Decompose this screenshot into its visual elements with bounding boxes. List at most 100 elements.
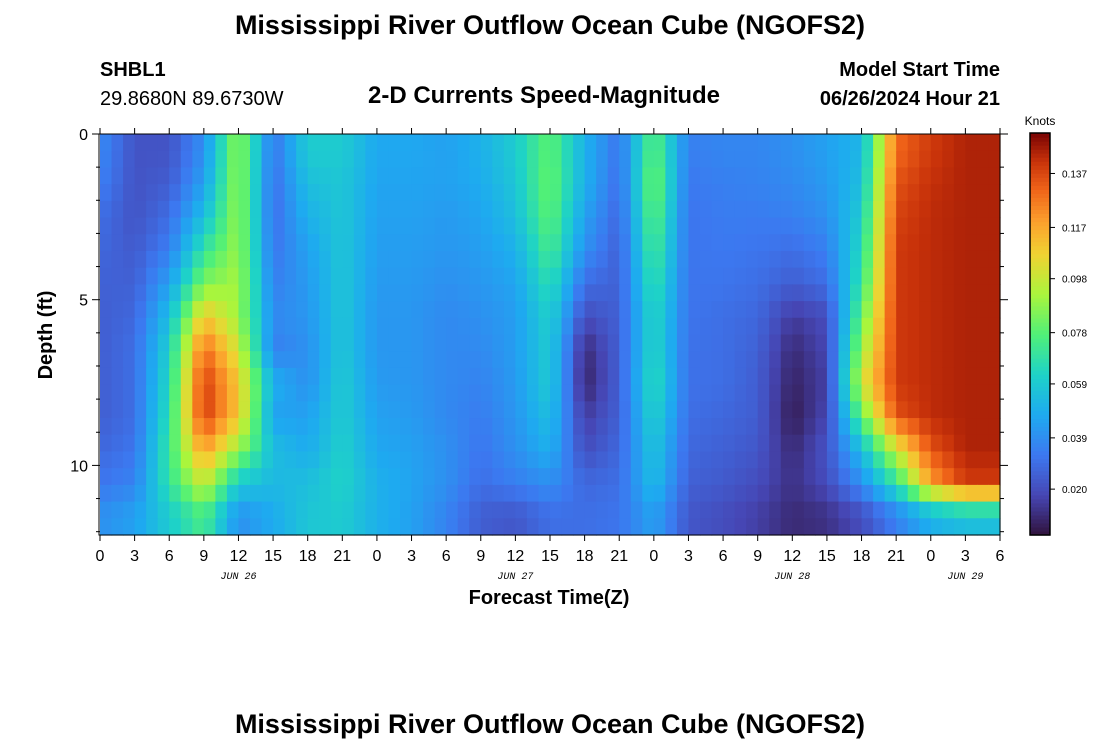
heatmap-cell xyxy=(538,234,550,251)
x-date-label: JUN 26 xyxy=(220,572,256,583)
heatmap-cell xyxy=(596,468,608,485)
heatmap-cell xyxy=(792,401,804,418)
heatmap-cell xyxy=(135,251,147,268)
heatmap-cell xyxy=(262,167,274,184)
heatmap-cell xyxy=(608,385,620,402)
heatmap-cell xyxy=(862,351,874,368)
heatmap-cell xyxy=(654,301,666,318)
heatmap-cell xyxy=(250,385,262,402)
heatmap-cell xyxy=(296,284,308,301)
heatmap-cell xyxy=(146,468,158,485)
heatmap-cell xyxy=(850,335,862,352)
heatmap-cell xyxy=(827,451,839,468)
heatmap-cell xyxy=(677,134,689,151)
heatmap-cell xyxy=(896,518,908,535)
heatmap-cell xyxy=(296,268,308,285)
heatmap-cell xyxy=(423,251,435,268)
heatmap-cell xyxy=(954,301,966,318)
heatmap-cell xyxy=(446,435,458,452)
heatmap-cell xyxy=(688,234,700,251)
heatmap-cell xyxy=(642,368,654,385)
colorbar-segment xyxy=(1030,201,1050,206)
heatmap-cell xyxy=(746,234,758,251)
heatmap-cell xyxy=(815,518,827,535)
heatmap-cell xyxy=(862,385,874,402)
heatmap-cell xyxy=(388,268,400,285)
heatmap-cell xyxy=(342,151,354,168)
heatmap-cell xyxy=(100,418,112,435)
heatmap-cell xyxy=(908,134,920,151)
colorbar-segment xyxy=(1030,406,1050,411)
heatmap-cell xyxy=(792,284,804,301)
heatmap-cell xyxy=(285,368,297,385)
heatmap-cell xyxy=(319,218,331,235)
heatmap-cell xyxy=(435,468,447,485)
heatmap-cell xyxy=(423,184,435,201)
heatmap-cell xyxy=(515,368,527,385)
colorbar-segment xyxy=(1030,234,1050,239)
heatmap-cell xyxy=(712,301,724,318)
heatmap-cell xyxy=(608,451,620,468)
heatmap-cell xyxy=(273,435,285,452)
heatmap-cell xyxy=(677,335,689,352)
heatmap-cell xyxy=(723,368,735,385)
heatmap-cell xyxy=(827,385,839,402)
heatmap-cell xyxy=(896,234,908,251)
heatmap-cell xyxy=(665,301,677,318)
heatmap-cell xyxy=(215,368,227,385)
heatmap-cell xyxy=(700,184,712,201)
heatmap-cell xyxy=(388,418,400,435)
heatmap-cell xyxy=(838,134,850,151)
heatmap-cell xyxy=(527,485,539,502)
heatmap-cell xyxy=(215,201,227,218)
heatmap-cell xyxy=(769,368,781,385)
heatmap-cell xyxy=(850,134,862,151)
heatmap-cell xyxy=(112,184,124,201)
heatmap-cell xyxy=(688,218,700,235)
x-tick-label: 0 xyxy=(96,548,105,565)
heatmap-cell xyxy=(238,468,250,485)
heatmap-cell xyxy=(735,218,747,235)
heatmap-cell xyxy=(792,502,804,519)
heatmap-cell xyxy=(342,301,354,318)
heatmap-cell xyxy=(596,418,608,435)
heatmap-cell xyxy=(838,251,850,268)
heatmap-cell xyxy=(931,201,943,218)
heatmap-cell xyxy=(204,385,216,402)
heatmap-cell xyxy=(169,518,181,535)
heatmap-cell xyxy=(896,418,908,435)
heatmap-cell xyxy=(550,401,562,418)
heatmap-cell xyxy=(804,301,816,318)
heatmap-cell xyxy=(781,351,793,368)
heatmap-cell xyxy=(538,151,550,168)
heatmap-cell xyxy=(215,134,227,151)
heatmap-cell xyxy=(227,251,239,268)
heatmap-cell xyxy=(331,502,343,519)
heatmap-cell xyxy=(838,234,850,251)
heatmap-cell xyxy=(412,167,424,184)
heatmap-cell xyxy=(965,268,977,285)
heatmap-cell xyxy=(227,218,239,235)
heatmap-cell xyxy=(377,284,389,301)
heatmap-cell xyxy=(169,318,181,335)
heatmap-cell xyxy=(227,268,239,285)
heatmap-cell xyxy=(804,318,816,335)
heatmap-cell xyxy=(919,234,931,251)
heatmap-cell xyxy=(423,301,435,318)
heatmap-cell xyxy=(631,451,643,468)
heatmap-cell xyxy=(712,234,724,251)
heatmap-cell xyxy=(377,418,389,435)
heatmap-cell xyxy=(942,134,954,151)
heatmap-cell xyxy=(296,201,308,218)
heatmap-cell xyxy=(954,335,966,352)
heatmap-cell xyxy=(988,518,1000,535)
y-tick-label: 10 xyxy=(70,458,88,475)
heatmap-cell xyxy=(250,201,262,218)
heatmap-cell xyxy=(146,284,158,301)
heatmap-cell xyxy=(712,335,724,352)
heatmap-cell xyxy=(204,418,216,435)
heatmap-cell xyxy=(515,251,527,268)
heatmap-cell xyxy=(400,451,412,468)
heatmap-cell xyxy=(412,251,424,268)
heatmap-cell xyxy=(608,284,620,301)
